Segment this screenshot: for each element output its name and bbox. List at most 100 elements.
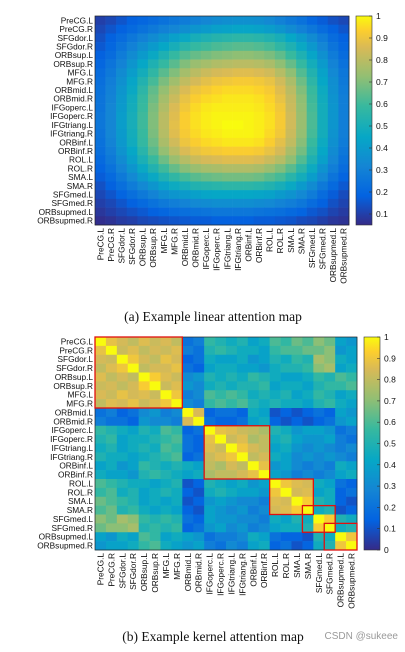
heatmap-cell <box>147 190 159 200</box>
heatmap-cell <box>169 216 180 226</box>
heatmap-cell <box>171 354 183 364</box>
heatmap-cell <box>179 42 191 52</box>
heatmap-cell <box>171 399 183 409</box>
heatmap-cell <box>313 470 325 480</box>
heatmap-cell <box>324 541 336 551</box>
column-label: ORBsup.R <box>150 553 160 593</box>
heatmap-cell <box>116 487 129 498</box>
heatmap-cell <box>291 434 303 444</box>
heatmap-cell <box>346 434 358 444</box>
kernel-attention-heatmap <box>94 336 358 551</box>
heatmap-cell <box>204 425 216 435</box>
heatmap-cell <box>243 120 255 130</box>
row-label: ORBsupmed.R <box>37 216 93 226</box>
heatmap-cell <box>95 443 107 453</box>
heatmap-cell <box>215 541 227 551</box>
row-label: SFGdor.L <box>57 33 93 43</box>
heatmap-cell <box>95 111 106 121</box>
heatmap-cell <box>306 24 318 34</box>
heatmap-cell <box>338 172 350 182</box>
heatmap-cell <box>258 461 270 471</box>
heatmap-cell <box>302 487 314 498</box>
column-label: ORBinf.L <box>248 553 258 587</box>
column-label: ORBmid.R <box>194 553 204 593</box>
heatmap-cell <box>302 416 314 427</box>
heatmap-cell <box>222 137 233 147</box>
heatmap-cell <box>138 470 150 480</box>
heatmap-cell <box>211 129 223 139</box>
heatmap-cell <box>160 514 172 524</box>
row-label: IFGtriang.L <box>51 443 93 453</box>
heatmap-cell <box>215 416 227 427</box>
heatmap-cell <box>105 381 118 391</box>
heatmap-cell <box>302 523 314 533</box>
heatmap-cell <box>149 487 161 498</box>
heatmap-cell <box>274 172 286 182</box>
heatmap-cell <box>200 207 212 217</box>
heatmap-cell <box>280 487 292 498</box>
heatmap-cell <box>264 103 276 113</box>
heatmap-cell <box>211 68 223 78</box>
heatmap-cell <box>327 111 339 121</box>
heatmap-cell <box>280 363 292 373</box>
heatmap-cell <box>127 514 139 524</box>
heatmap-cell <box>269 408 281 418</box>
heatmap-cell <box>211 76 223 86</box>
heatmap-cell <box>258 496 270 506</box>
heatmap-cell <box>211 33 223 43</box>
heatmap-cell <box>95 129 106 139</box>
heatmap-cell <box>105 137 117 147</box>
heatmap-cell <box>222 207 233 217</box>
heatmap-cell <box>127 532 139 542</box>
heatmap-cell <box>313 399 325 409</box>
heatmap-cell <box>280 452 292 462</box>
heatmap-cell <box>116 523 129 533</box>
heatmap-cell <box>160 487 172 498</box>
heatmap-cell <box>160 505 172 515</box>
heatmap-cell <box>193 345 205 356</box>
heatmap-cell <box>253 33 265 43</box>
heatmap-cell <box>317 120 329 130</box>
heatmap-cell <box>247 399 260 409</box>
heatmap-cell <box>269 390 281 400</box>
heatmap-cell <box>200 68 212 78</box>
heatmap-cell <box>274 94 286 104</box>
heatmap-cell <box>204 496 216 506</box>
heatmap-cell <box>346 399 358 409</box>
heatmap-cell <box>226 452 238 462</box>
heatmap-cell <box>127 390 139 400</box>
column-label: ORBmid.L <box>183 553 193 592</box>
heatmap-cell <box>236 399 249 409</box>
heatmap-cell <box>280 470 292 480</box>
heatmap-cell <box>160 372 172 382</box>
heatmap-cell <box>126 207 138 217</box>
heatmap-cell <box>269 505 281 515</box>
heatmap-cell <box>243 164 255 174</box>
heatmap-cell <box>193 372 205 382</box>
heatmap-cell <box>105 198 117 208</box>
heatmap-cell <box>215 523 227 533</box>
heatmap-cell <box>313 345 325 356</box>
heatmap-cell <box>222 216 233 226</box>
heatmap-cell <box>126 155 138 165</box>
heatmap-cell <box>296 16 307 26</box>
heatmap-cell <box>116 505 129 515</box>
heatmap-cell <box>169 190 180 200</box>
heatmap-cell <box>215 470 227 480</box>
heatmap-cell <box>253 68 265 78</box>
linear-attention-colorbar: 1 0.9 0.8 0.7 0.6 0.5 0.4 0.3 0.2 0.1 <box>355 11 388 226</box>
column-label: ROL.R <box>275 228 285 253</box>
heatmap-cell <box>346 452 358 462</box>
colorbar-tick-label: 1 <box>376 11 381 21</box>
heatmap-cell <box>264 59 276 69</box>
heatmap-cell <box>226 425 238 435</box>
heatmap-cell <box>253 94 265 104</box>
heatmap-cell <box>313 390 325 400</box>
heatmap-cell <box>169 155 180 165</box>
heatmap-cell <box>226 541 238 551</box>
heatmap-cell <box>222 172 233 182</box>
heatmap-cell <box>169 59 180 69</box>
heatmap-cell <box>116 85 128 95</box>
heatmap-cell <box>232 59 244 69</box>
colorbar-tick-label: 0.6 <box>384 417 396 427</box>
